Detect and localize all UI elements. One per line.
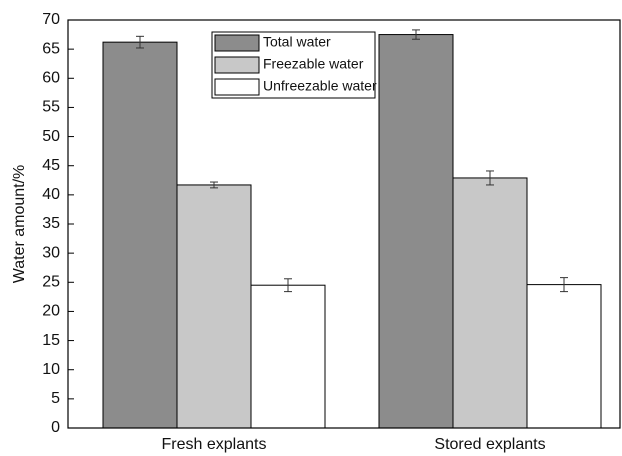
- bar: [452, 177, 528, 429]
- y-tick-label: 35: [42, 215, 60, 232]
- y-tick-label: 15: [42, 332, 60, 349]
- y-tick-label: 70: [42, 11, 60, 28]
- legend-label: Freezable water: [263, 56, 364, 72]
- y-tick-label: 5: [51, 390, 60, 407]
- y-tick-label: 65: [42, 40, 60, 57]
- legend-swatch: [214, 78, 260, 96]
- error-bar: [136, 35, 144, 49]
- error-bar: [284, 278, 292, 293]
- bar: [378, 34, 454, 429]
- y-tick-label: 40: [42, 186, 60, 203]
- y-tick-label: 55: [42, 99, 60, 116]
- legend-swatch: [214, 56, 260, 74]
- legend-label: Total water: [263, 34, 331, 50]
- y-tick-label: 60: [42, 70, 60, 87]
- y-tick-label: 25: [42, 274, 60, 291]
- y-axis-label: Water amount/%: [11, 165, 28, 284]
- plot-frame: [67, 19, 621, 429]
- bar: [526, 284, 602, 429]
- legend-swatch: [214, 34, 260, 52]
- legend: Total water Freezable water Unfreezable wa…: [211, 31, 377, 99]
- y-tick-label: 50: [42, 128, 60, 145]
- legend-label: Unfreezable water: [263, 78, 377, 94]
- y-tick-label: 10: [42, 361, 60, 378]
- y-tick-label: 0: [51, 419, 60, 436]
- bar: [176, 184, 252, 429]
- error-bar: [210, 181, 218, 189]
- y-tick-label: 45: [42, 157, 60, 174]
- y-tick-label: 30: [42, 244, 60, 261]
- y-tick-label: 20: [42, 303, 60, 320]
- bar: [250, 284, 326, 429]
- bar: [102, 41, 178, 429]
- error-bar: [560, 277, 568, 293]
- x-tick-label: Stored explants: [434, 436, 545, 453]
- x-tick-label: Fresh explants: [162, 436, 267, 453]
- error-bar: [412, 29, 420, 40]
- error-bar: [486, 170, 494, 186]
